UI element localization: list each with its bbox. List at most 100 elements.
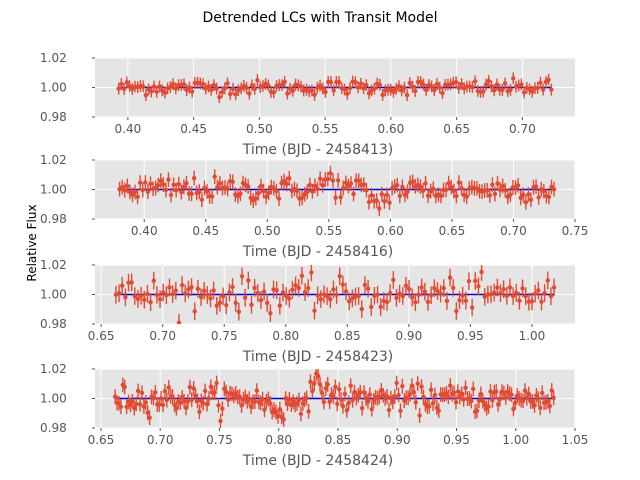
data-point xyxy=(482,402,487,407)
x-tick-label: 0.45 xyxy=(180,122,207,136)
data-point xyxy=(135,296,141,302)
data-point xyxy=(151,278,156,283)
data-point xyxy=(320,183,325,188)
data-point xyxy=(265,300,270,306)
data-point xyxy=(211,82,217,88)
data-point xyxy=(546,77,551,82)
data-point xyxy=(463,298,469,303)
data-point xyxy=(299,195,305,200)
data-point xyxy=(181,82,187,87)
chart-title: Detrended LCs with Transit Model xyxy=(203,10,438,26)
data-point xyxy=(396,84,402,89)
data-point xyxy=(451,285,456,291)
y-tick-label: 0.98 xyxy=(40,421,67,435)
data-point xyxy=(530,399,535,404)
data-point xyxy=(287,397,292,402)
data-point xyxy=(399,88,404,93)
data-point xyxy=(266,396,271,402)
data-point xyxy=(273,409,279,415)
data-point xyxy=(126,280,131,285)
data-point xyxy=(395,182,400,188)
x-tick-label: 0.60 xyxy=(377,224,404,238)
data-point xyxy=(140,84,146,89)
data-point xyxy=(533,184,539,189)
data-point xyxy=(120,283,125,288)
x-tick-label: 0.80 xyxy=(272,329,299,343)
data-point xyxy=(449,184,454,190)
data-point xyxy=(173,187,179,193)
data-point xyxy=(497,187,503,192)
data-point xyxy=(551,187,557,192)
data-point xyxy=(333,384,338,390)
data-point xyxy=(285,91,290,96)
data-point xyxy=(233,391,238,396)
data-point xyxy=(400,293,405,299)
data-point xyxy=(124,80,130,85)
data-point xyxy=(454,308,459,314)
data-point xyxy=(195,398,200,404)
data-point xyxy=(384,299,390,305)
data-point xyxy=(143,92,149,98)
data-point xyxy=(545,399,551,404)
data-point xyxy=(277,407,283,412)
data-point xyxy=(435,288,440,294)
x-tick-label: 0.70 xyxy=(149,329,176,343)
data-point xyxy=(187,384,193,390)
data-point xyxy=(187,85,192,90)
data-point xyxy=(167,285,172,290)
data-point xyxy=(443,187,449,193)
data-point xyxy=(263,194,269,200)
data-point xyxy=(402,192,408,198)
data-point xyxy=(342,87,347,92)
data-point xyxy=(294,401,300,406)
data-point xyxy=(306,285,311,291)
data-point xyxy=(141,404,147,409)
data-point xyxy=(365,286,371,291)
data-point xyxy=(215,184,220,190)
data-point xyxy=(388,395,394,401)
data-point xyxy=(386,407,392,413)
data-point xyxy=(444,298,450,304)
data-point xyxy=(145,410,150,415)
data-point xyxy=(356,178,361,183)
data-point xyxy=(394,380,399,386)
data-point xyxy=(324,293,330,299)
data-point xyxy=(338,397,344,402)
data-point xyxy=(469,398,474,404)
data-point xyxy=(266,190,271,196)
data-point xyxy=(440,90,445,96)
data-point xyxy=(209,194,215,199)
data-point xyxy=(132,189,138,195)
data-point xyxy=(137,180,143,185)
data-point xyxy=(546,194,552,200)
data-point xyxy=(166,385,171,390)
data-point xyxy=(501,286,506,292)
data-point xyxy=(336,79,342,85)
data-point xyxy=(413,88,418,94)
data-point xyxy=(511,76,516,81)
data-point xyxy=(469,305,475,310)
data-point xyxy=(121,86,127,92)
data-point xyxy=(148,181,153,187)
data-point xyxy=(238,191,243,197)
data-point xyxy=(317,176,323,181)
data-point xyxy=(432,392,438,398)
data-point xyxy=(315,186,320,192)
data-point xyxy=(280,290,286,295)
data-point xyxy=(409,383,415,388)
data-point xyxy=(211,288,216,293)
data-point xyxy=(548,293,554,299)
data-point xyxy=(382,199,387,204)
data-point xyxy=(343,289,349,294)
data-point xyxy=(500,183,505,189)
data-point xyxy=(247,91,252,96)
data-point xyxy=(130,399,135,404)
data-point xyxy=(327,399,332,405)
data-point xyxy=(321,399,327,405)
data-point xyxy=(532,403,537,408)
data-point xyxy=(305,189,310,194)
data-point xyxy=(249,302,254,308)
data-point xyxy=(315,293,320,298)
data-point xyxy=(511,406,516,412)
data-point xyxy=(137,402,143,407)
